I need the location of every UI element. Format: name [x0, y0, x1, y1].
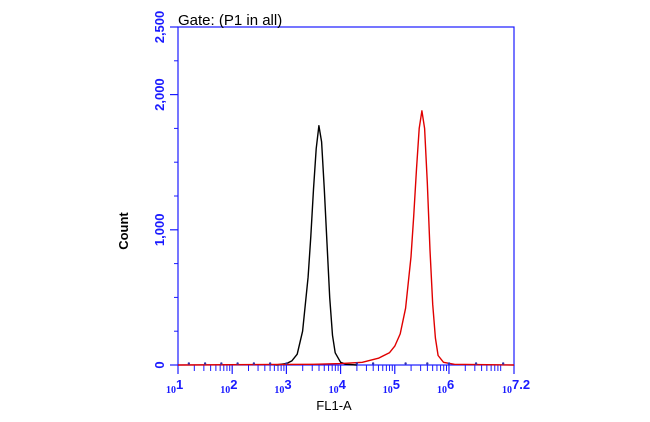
baseline-point — [203, 362, 207, 365]
baseline-point — [220, 362, 223, 365]
x-tick-exponent: 1 — [176, 377, 183, 392]
y-tick-label: 0 — [152, 361, 167, 368]
baseline-point — [501, 362, 505, 365]
baseline-point — [447, 362, 451, 365]
x-tick-base: 10 — [383, 385, 393, 396]
baseline-point — [404, 362, 407, 365]
baseline-point — [355, 362, 359, 365]
baseline-point — [474, 362, 478, 365]
x-axis-label: FL1-A — [316, 398, 352, 413]
histogram-series-2 — [177, 110, 515, 366]
x-tick-exponent: 4 — [339, 377, 347, 392]
x-tick-base: 10 — [437, 385, 447, 396]
baseline-point — [268, 362, 272, 365]
x-tick-base: 10 — [166, 385, 176, 396]
baseline-point — [187, 362, 191, 365]
histogram-series-1 — [275, 125, 357, 366]
y-axis-label: Count — [116, 212, 131, 250]
x-tick-exponent: 6 — [447, 377, 454, 392]
x-tick-base: 10 — [220, 385, 230, 396]
baseline-point — [285, 362, 288, 365]
x-tick-exponent: 7.2 — [512, 377, 530, 392]
baseline-point — [426, 362, 429, 365]
chart-title: Gate: (P1 in all) — [178, 12, 282, 29]
x-tick-exponent: 3 — [284, 377, 291, 392]
x-tick-base: 10 — [329, 385, 339, 396]
x-tick-exponent: 2 — [230, 377, 237, 392]
x-tick-exponent: 5 — [393, 377, 400, 392]
baseline-point — [371, 362, 375, 365]
plot-frame — [177, 26, 515, 366]
baseline-point — [252, 362, 256, 365]
y-tick-label: 2,000 — [152, 78, 167, 111]
y-tick-label: 1,000 — [152, 214, 167, 247]
x-tick-base: 10 — [274, 385, 284, 396]
x-tick-base: 10 — [502, 385, 512, 396]
baseline-point — [236, 362, 239, 365]
y-tick-label: 2,500 — [152, 11, 167, 44]
